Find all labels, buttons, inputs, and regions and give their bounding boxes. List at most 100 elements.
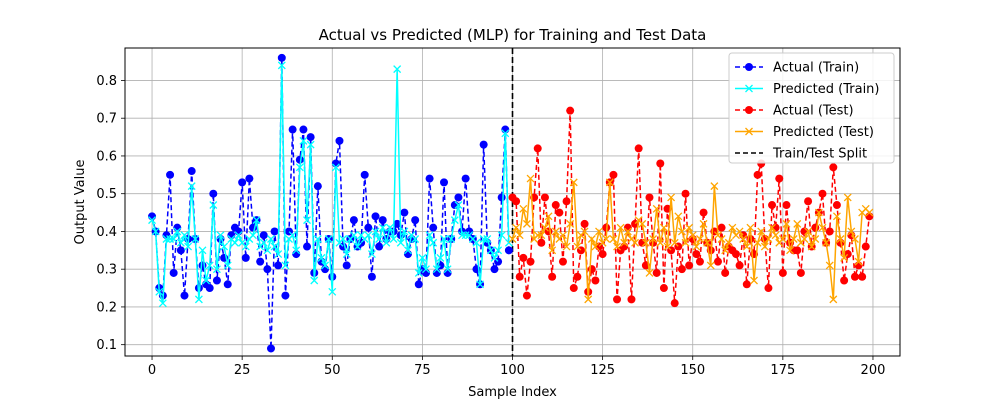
data-point xyxy=(602,235,611,243)
data-point xyxy=(162,235,171,243)
data-point xyxy=(641,238,650,247)
data-point xyxy=(616,223,625,232)
data-point xyxy=(450,216,459,225)
data-point xyxy=(396,238,405,247)
data-point xyxy=(274,261,283,270)
data-point xyxy=(688,231,697,240)
data-point xyxy=(584,295,593,304)
data-point xyxy=(331,163,340,172)
data-point xyxy=(205,261,214,270)
data-point xyxy=(562,197,571,206)
data-point xyxy=(173,227,182,236)
x-tick-label: 0 xyxy=(148,363,156,378)
legend-marker xyxy=(745,106,753,114)
legend-label: Train/Test Split xyxy=(772,147,867,162)
data-point xyxy=(746,223,755,232)
data-point xyxy=(605,178,614,187)
legend-entry: Predicted (Train) xyxy=(735,82,880,97)
data-point xyxy=(580,219,589,228)
data-point xyxy=(674,212,683,221)
data-point xyxy=(454,201,463,209)
data-point xyxy=(832,212,841,221)
y-tick-label: 0.5 xyxy=(96,187,117,202)
data-point xyxy=(306,140,315,149)
legend-label: Predicted (Test) xyxy=(773,125,874,140)
data-point xyxy=(847,227,856,236)
series-line xyxy=(151,65,510,304)
data-point xyxy=(620,238,629,247)
data-point xyxy=(829,295,838,304)
data-point xyxy=(403,250,412,259)
data-point xyxy=(194,295,203,304)
data-point xyxy=(573,242,582,251)
data-point xyxy=(216,231,225,240)
data-point xyxy=(609,170,618,179)
data-point xyxy=(220,242,229,251)
data-point xyxy=(205,284,214,293)
legend-entry: Train/Test Split xyxy=(735,147,867,162)
data-point xyxy=(789,235,798,243)
data-point xyxy=(526,257,535,266)
x-tick-label: 150 xyxy=(680,363,705,378)
data-point xyxy=(458,231,466,240)
data-point xyxy=(598,250,607,259)
data-point xyxy=(804,227,813,236)
data-point xyxy=(717,223,726,232)
data-point xyxy=(375,242,384,251)
data-point xyxy=(699,208,708,217)
data-point xyxy=(508,235,517,243)
data-point xyxy=(411,216,420,225)
data-point xyxy=(187,167,196,176)
data-point xyxy=(158,299,167,308)
data-point xyxy=(414,269,423,277)
data-point xyxy=(717,235,726,243)
data-point xyxy=(166,170,175,179)
y-axis-label: Output Value xyxy=(73,160,88,245)
axis-ticks: 0 25 50 75 100 125 150 175 200 0.1 0.2 0.3 0.4 0.5 0.6… xyxy=(96,74,885,378)
y-tick-label: 0.2 xyxy=(96,300,117,315)
data-point xyxy=(645,193,654,202)
data-point xyxy=(360,170,369,179)
data-point xyxy=(771,231,780,240)
data-point xyxy=(804,197,813,206)
data-point xyxy=(479,140,488,149)
data-point xyxy=(814,208,823,217)
data-point xyxy=(490,253,499,262)
data-point xyxy=(497,231,506,240)
data-point xyxy=(854,261,863,270)
data-point xyxy=(519,253,528,262)
data-point xyxy=(382,238,391,247)
data-point xyxy=(735,227,744,236)
data-point xyxy=(551,227,560,236)
data-point xyxy=(151,227,160,236)
data-point xyxy=(522,291,531,300)
data-point xyxy=(623,227,632,236)
data-point xyxy=(349,231,358,240)
data-point xyxy=(400,208,409,217)
data-point xyxy=(580,227,589,236)
data-point xyxy=(440,178,449,187)
data-point xyxy=(850,272,859,281)
data-point xyxy=(486,246,495,255)
data-point xyxy=(184,242,193,251)
data-point xyxy=(367,250,376,259)
data-point xyxy=(522,219,531,228)
data-point xyxy=(670,238,679,247)
data-point xyxy=(331,159,340,168)
data-point xyxy=(569,178,578,187)
data-point xyxy=(519,204,528,213)
x-axis-label: Sample Index xyxy=(468,385,557,400)
data-point xyxy=(324,235,333,243)
data-point xyxy=(728,223,737,232)
legend-label: Actual (Test) xyxy=(773,104,854,119)
data-point xyxy=(681,238,690,247)
data-point xyxy=(169,268,178,277)
data-point xyxy=(490,265,499,274)
data-point xyxy=(551,201,560,210)
data-point xyxy=(753,238,762,247)
data-point xyxy=(555,208,564,217)
data-point xyxy=(176,238,185,247)
data-point xyxy=(540,193,549,202)
chart-title: Actual vs Predicted (MLP) for Training a… xyxy=(319,26,707,44)
